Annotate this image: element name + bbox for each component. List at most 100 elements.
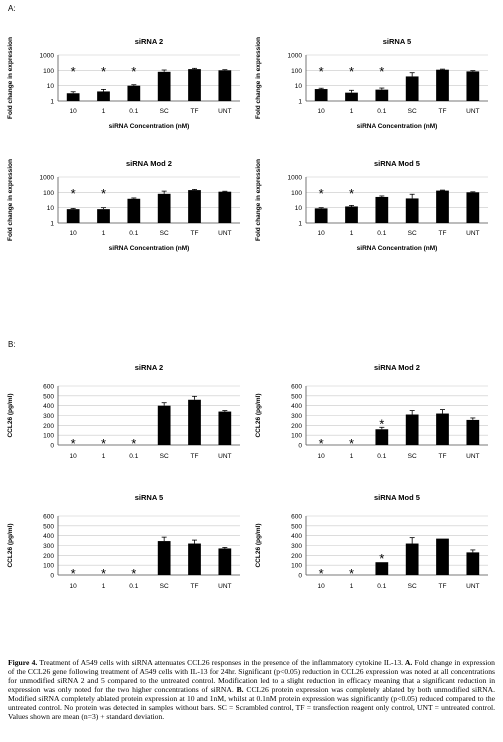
significance-marker: * [101, 436, 106, 451]
bar [127, 85, 141, 101]
x-tick-label: SC [160, 453, 169, 460]
y-tick-label: 1 [50, 99, 54, 106]
bar [375, 196, 389, 223]
x-tick-label: 1 [350, 583, 354, 590]
y-tick-label: 300 [291, 543, 302, 550]
x-tick-label: 0.1 [129, 453, 138, 460]
bar [405, 198, 419, 223]
chart-title: siRNA Mod 5 [374, 493, 420, 502]
y-axis-label: CCL26 (pg/ml) [255, 523, 262, 567]
x-axis-label: siRNA Concentration (nM) [109, 123, 190, 130]
x-tick-label: 10 [70, 108, 78, 115]
y-tick-label: 10 [47, 205, 55, 212]
y-tick-label: 500 [291, 523, 302, 530]
y-tick-label: 0 [50, 573, 54, 580]
x-tick-label: 10 [70, 583, 78, 590]
y-tick-label: 100 [43, 563, 54, 570]
y-tick-label: 600 [291, 514, 302, 521]
y-tick-label: 500 [291, 393, 302, 400]
y-tick-label: 100 [43, 433, 54, 440]
y-tick-label: 400 [291, 403, 302, 410]
x-tick-label: 10 [318, 453, 326, 460]
x-tick-label: TF [439, 583, 447, 590]
significance-marker: * [379, 551, 384, 566]
x-tick-label: UNT [466, 583, 479, 590]
chart-title: siRNA Mod 2 [126, 159, 172, 168]
significance-marker: * [349, 566, 354, 581]
bar [405, 543, 419, 575]
significance-marker: * [101, 186, 106, 201]
x-tick-label: SC [160, 108, 169, 115]
y-axis-label: Fold change in expression [7, 159, 14, 241]
bar [314, 208, 328, 223]
chart-title: siRNA Mod 5 [374, 159, 420, 168]
x-axis-label: siRNA Concentration (nM) [357, 245, 438, 252]
x-tick-label: TF [191, 230, 199, 237]
y-tick-label: 10 [295, 83, 303, 90]
x-tick-label: 1 [102, 453, 106, 460]
chart-title: siRNA 2 [135, 37, 163, 46]
y-tick-label: 100 [291, 68, 302, 75]
bar [218, 411, 232, 445]
x-tick-label: 0.1 [377, 453, 386, 460]
bar [375, 562, 389, 575]
caption-a-label: A. [403, 658, 413, 667]
y-tick-label: 1000 [40, 175, 55, 182]
chart-b-sirna-5: siRNA 5 0 100 200 300 400 500 600 CCL26 (pg/ml) *… [7, 493, 240, 590]
bar [97, 91, 110, 101]
y-axis-label: Fold change in expression [255, 159, 262, 241]
significance-marker: * [319, 186, 324, 201]
bar [218, 191, 232, 223]
significance-marker: * [379, 64, 384, 79]
x-tick-label: UNT [218, 230, 231, 237]
x-tick-label: 10 [70, 453, 78, 460]
y-tick-label: 200 [291, 423, 302, 430]
bar [345, 92, 358, 101]
y-tick-label: 10 [47, 83, 55, 90]
y-axis-label: CCL26 (pg/ml) [7, 523, 14, 567]
x-axis-label: siRNA Concentration (nM) [357, 123, 438, 130]
significance-marker: * [379, 416, 384, 431]
x-tick-label: 0.1 [129, 583, 138, 590]
y-tick-label: 200 [43, 553, 54, 560]
x-tick-label: 0.1 [377, 108, 386, 115]
bar [157, 405, 171, 445]
bar [314, 89, 328, 101]
x-tick-label: UNT [466, 230, 479, 237]
chart-a-sirna-mod-5: siRNA Mod 5 1 10 100 1000 Fold change in expr… [255, 159, 488, 252]
x-tick-label: 1 [102, 583, 106, 590]
bar [188, 190, 201, 223]
chart-title: siRNA 5 [135, 493, 163, 502]
x-tick-label: SC [160, 583, 169, 590]
x-axis-label: siRNA Concentration (nM) [109, 245, 190, 252]
y-tick-label: 300 [43, 543, 54, 550]
bar [436, 538, 449, 575]
bar [345, 206, 358, 223]
y-tick-label: 1000 [288, 175, 303, 182]
significance-marker: * [319, 566, 324, 581]
bar [157, 71, 171, 101]
figure-caption: Figure 4. Treatment of A549 cells with s… [8, 658, 495, 721]
x-tick-label: SC [408, 108, 417, 115]
bar [97, 209, 110, 223]
x-tick-label: 10 [318, 583, 326, 590]
bar [127, 198, 141, 223]
x-tick-label: 0.1 [377, 583, 386, 590]
caption-fig-label: Figure 4. [8, 658, 38, 667]
y-tick-label: 1 [298, 221, 302, 228]
bar [188, 543, 201, 575]
chart-a-sirna-mod-2: siRNA Mod 2 1 10 100 1000 Fold change in expr… [7, 159, 240, 252]
x-tick-label: UNT [466, 108, 479, 115]
significance-marker: * [71, 436, 76, 451]
bar [66, 209, 80, 223]
chart-title: siRNA Mod 2 [374, 363, 420, 372]
y-tick-label: 500 [43, 523, 54, 530]
caption-body: Treatment of A549 cells with siRNA atten… [37, 658, 404, 667]
bar [466, 71, 480, 101]
significance-marker: * [349, 186, 354, 201]
bar [405, 414, 419, 445]
bar [157, 193, 171, 223]
x-tick-label: 1 [350, 453, 354, 460]
y-tick-label: 600 [291, 384, 302, 391]
x-tick-label: UNT [218, 583, 231, 590]
